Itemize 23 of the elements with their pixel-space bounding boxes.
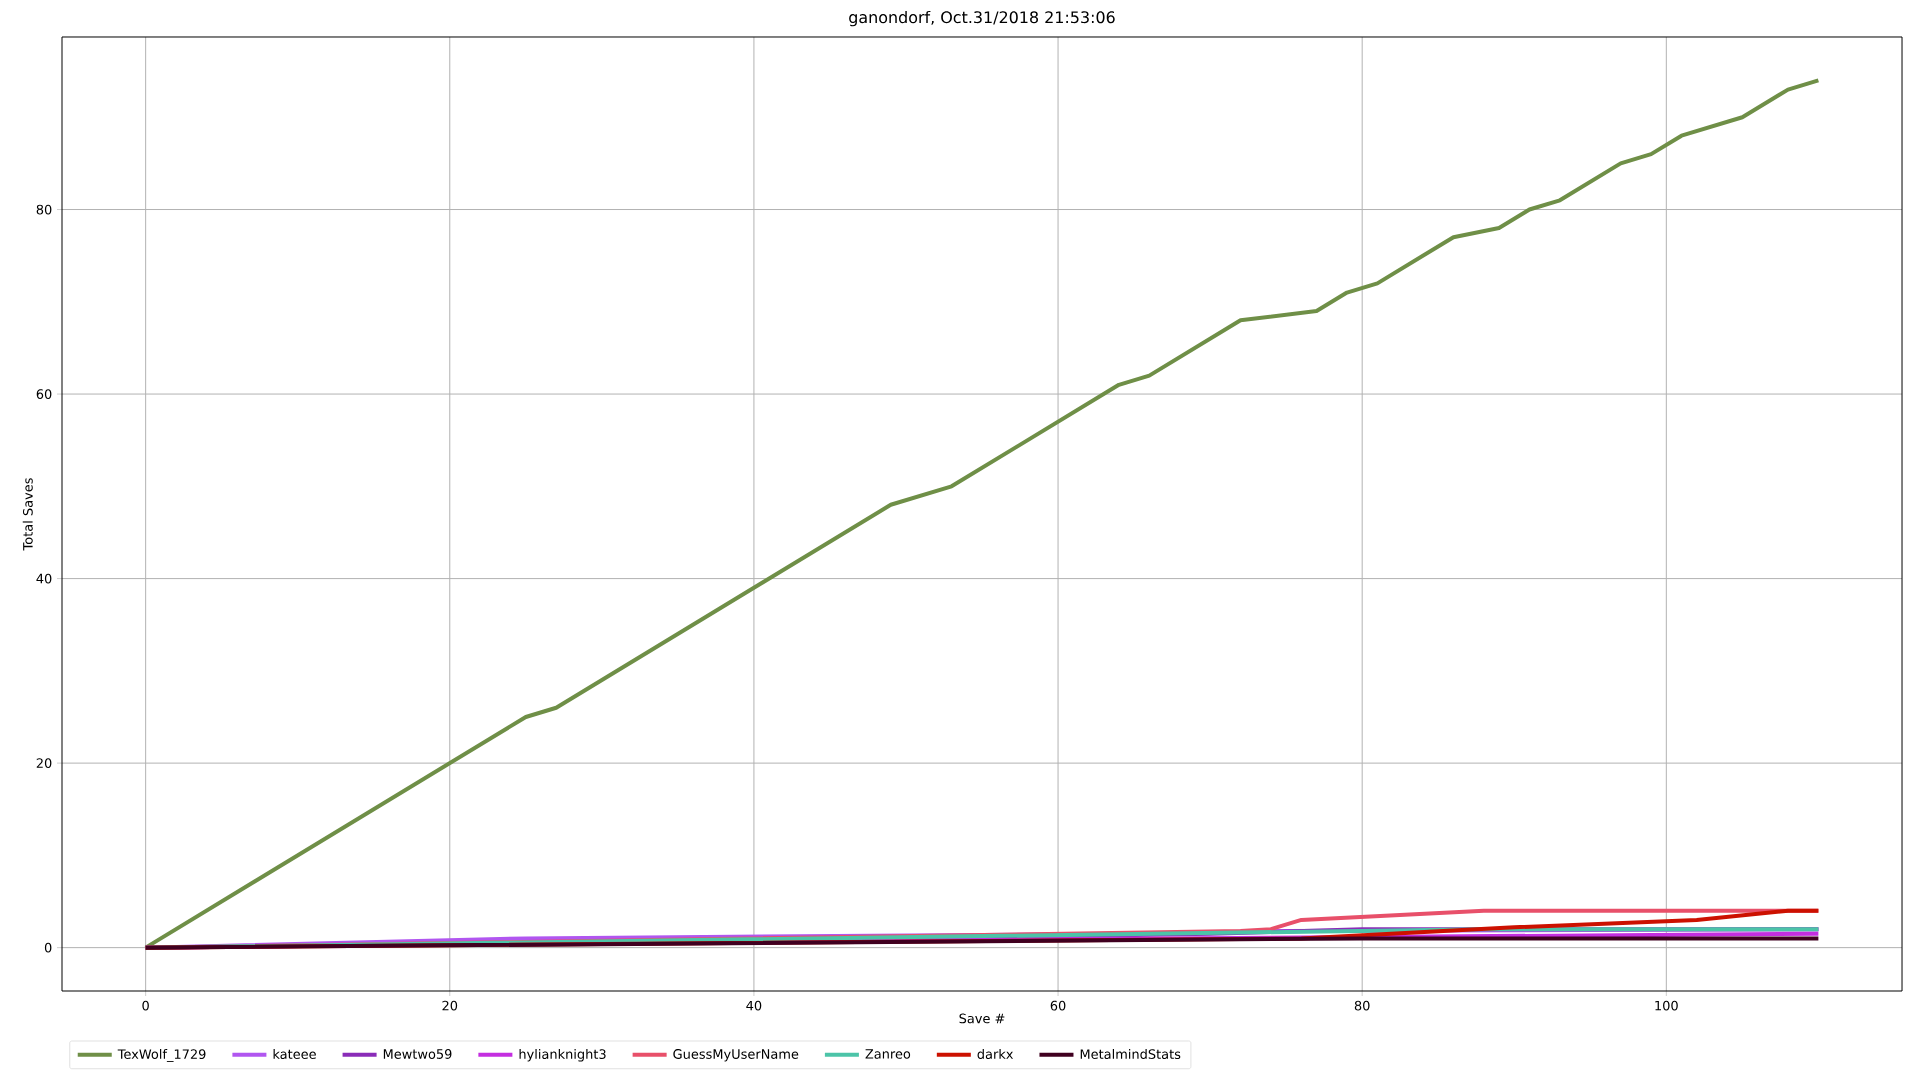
legend-label: MetalmindStats [1080,1048,1181,1060]
x-tick-label: 100 [1655,1000,1678,1011]
legend-label: hylianknight3 [519,1048,606,1062]
x-tick-label: 0 [142,1000,149,1011]
y-tick-label: 20 [36,758,52,769]
legend-label: TexWolf_1729 [117,1048,206,1062]
line-series [143,78,1821,950]
x-tick-label: 20 [442,1000,458,1011]
legend-label: darkx [977,1048,1014,1060]
y-axis-title: Total Saves [22,478,33,551]
x-tick-label: 80 [1354,1000,1370,1011]
x-tick-label: 40 [746,1000,762,1011]
y-tick-label: 60 [36,389,52,399]
y-tick-label: 80 [36,204,52,215]
legend-label: kateee [273,1048,316,1060]
x-axis-title: Save # [959,1013,1005,1024]
legend-label: Zanreo [865,1049,911,1059]
x-tick-label: 60 [1050,1000,1066,1011]
chart-title: ganondorf, Oct.31/2018 21:53:06 [849,10,1115,27]
legend-label: GuessMyUserName [673,1049,799,1062]
legend-label: Mewtwo59 [383,1049,452,1059]
y-tick-label: 40 [36,573,52,584]
y-tick-label: 0 [44,942,52,953]
